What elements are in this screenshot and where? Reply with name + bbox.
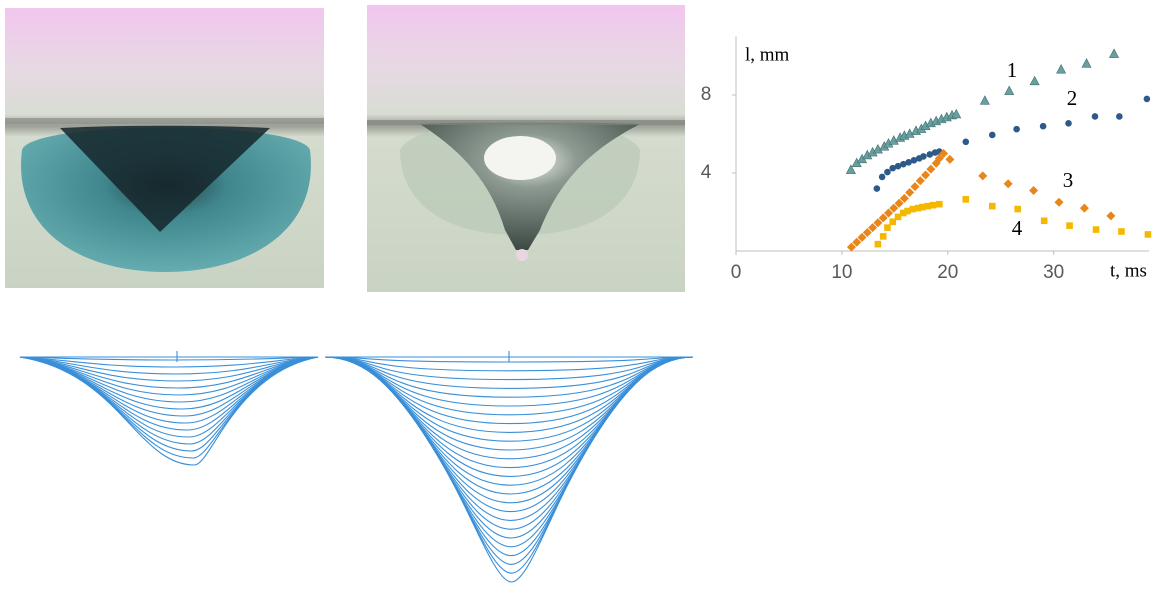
x-tick-label: 20 <box>937 262 958 283</box>
data-point <box>905 188 914 197</box>
data-point <box>916 176 925 185</box>
contour-line <box>325 357 693 432</box>
data-point <box>1014 206 1021 213</box>
photo-left <box>5 8 324 288</box>
data-point <box>1066 222 1073 229</box>
data-point <box>980 96 989 105</box>
data-point <box>1144 96 1151 103</box>
data-point <box>1040 123 1047 130</box>
data-point <box>1005 86 1014 95</box>
contour-line <box>325 357 693 582</box>
y-tick-label: 8 <box>701 84 712 105</box>
data-point <box>1065 120 1072 127</box>
data-point <box>1080 204 1089 213</box>
contour-line <box>325 357 693 538</box>
contour-line <box>325 357 693 441</box>
series-label: 2 <box>1067 86 1078 110</box>
data-point <box>910 182 919 191</box>
figure: l, mm t, ms 4 8 0 10 20 30 1 2 3 4 <box>0 0 1171 591</box>
data-point <box>884 169 891 176</box>
data-point <box>926 165 935 174</box>
data-point <box>1118 228 1125 235</box>
data-point <box>920 153 927 160</box>
data-point <box>1054 198 1063 207</box>
data-point <box>1030 76 1039 85</box>
x-tick-label: 10 <box>831 262 852 283</box>
data-point <box>1110 49 1119 58</box>
x-tick-label: 0 <box>731 262 742 283</box>
data-point <box>1041 217 1048 224</box>
data-point <box>989 203 996 210</box>
data-point <box>921 170 930 179</box>
x-tick-label: 30 <box>1043 262 1064 283</box>
y-tick-label: 4 <box>701 162 712 183</box>
data-point <box>930 202 937 209</box>
data-point <box>1093 226 1100 233</box>
data-point <box>1106 211 1115 220</box>
x-axis-label: t, ms <box>1110 260 1147 281</box>
series-label: 1 <box>1007 58 1018 82</box>
contour-line <box>325 357 693 547</box>
photo-middle <box>367 5 685 292</box>
data-point <box>962 139 969 146</box>
data-point <box>1145 231 1152 238</box>
series-label: 4 <box>1012 216 1023 240</box>
data-point <box>880 233 887 240</box>
series-label: 3 <box>1063 168 1074 192</box>
contour-line <box>325 357 693 529</box>
data-point <box>978 171 987 180</box>
y-axis-label: l, mm <box>745 44 790 65</box>
data-point <box>1013 126 1020 133</box>
data-point <box>879 174 886 181</box>
data-point <box>875 241 882 248</box>
data-point <box>945 155 954 164</box>
data-point <box>884 224 891 231</box>
data-point <box>1092 113 1099 120</box>
data-point <box>1029 186 1038 195</box>
data-point <box>962 196 969 203</box>
data-point <box>989 132 996 139</box>
data-point <box>936 201 943 208</box>
data-point <box>1057 65 1066 74</box>
data-point <box>1004 179 1013 188</box>
contour-line <box>325 357 693 573</box>
data-point <box>874 185 881 192</box>
scatter-chart: l, mm t, ms 4 8 0 10 20 30 1 2 3 4 <box>701 37 1152 284</box>
data-point <box>1116 113 1123 120</box>
contour-line <box>325 357 693 556</box>
contour-drawings <box>20 351 693 582</box>
data-point <box>1082 59 1091 68</box>
